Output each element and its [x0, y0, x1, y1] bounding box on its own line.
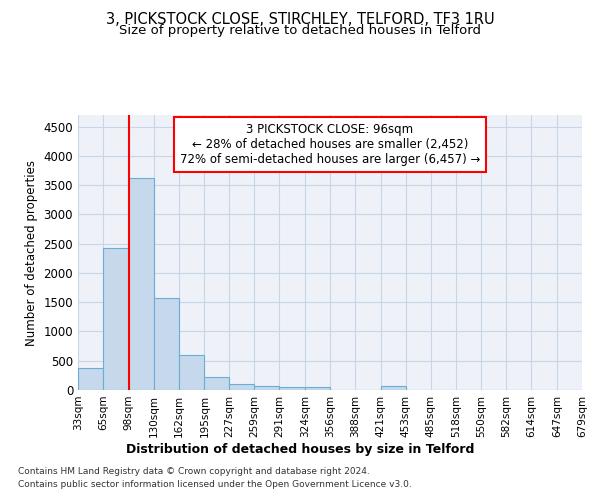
- Text: 3 PICKSTOCK CLOSE: 96sqm
← 28% of detached houses are smaller (2,452)
72% of sem: 3 PICKSTOCK CLOSE: 96sqm ← 28% of detach…: [180, 123, 480, 166]
- Bar: [103, 248, 129, 390]
- Bar: [381, 386, 406, 390]
- Text: Contains HM Land Registry data © Crown copyright and database right 2024.: Contains HM Land Registry data © Crown c…: [18, 468, 370, 476]
- Bar: [279, 387, 305, 390]
- Text: Distribution of detached houses by size in Telford: Distribution of detached houses by size …: [126, 442, 474, 456]
- Bar: [129, 178, 154, 390]
- Bar: [229, 384, 254, 390]
- Text: Contains public sector information licensed under the Open Government Licence v3: Contains public sector information licen…: [18, 480, 412, 489]
- Text: Size of property relative to detached houses in Telford: Size of property relative to detached ho…: [119, 24, 481, 37]
- Bar: [179, 355, 205, 390]
- Text: 3, PICKSTOCK CLOSE, STIRCHLEY, TELFORD, TF3 1RU: 3, PICKSTOCK CLOSE, STIRCHLEY, TELFORD, …: [106, 12, 494, 28]
- Bar: [154, 298, 179, 390]
- Y-axis label: Number of detached properties: Number of detached properties: [25, 160, 38, 346]
- Bar: [305, 387, 330, 390]
- Bar: [254, 386, 279, 390]
- Bar: [205, 376, 229, 390]
- Bar: [78, 368, 103, 390]
